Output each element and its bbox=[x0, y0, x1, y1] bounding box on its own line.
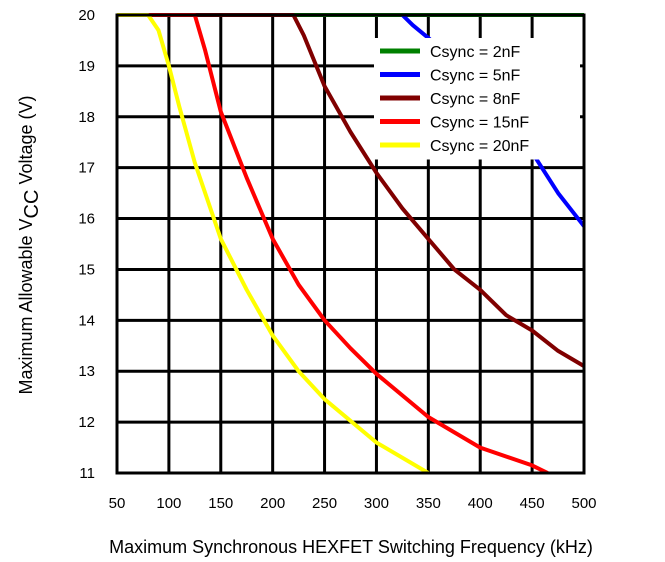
x-tick-label: 350 bbox=[416, 495, 441, 512]
y-axis-label-suffix: Voltage (V) bbox=[16, 95, 36, 189]
y-axis-label-prefix: Maximum Allowable V bbox=[16, 218, 36, 394]
legend: Csync = 2nF Csync = 5nF Csync = 8nF Csync =… bbox=[374, 38, 580, 160]
y-tick-label: 11 bbox=[79, 465, 95, 482]
x-tick-labels: 50 100 150 200 250 300 350 400 450 500 bbox=[109, 495, 597, 512]
x-tick-label: 250 bbox=[312, 495, 337, 512]
legend-label: Csync = 15nF bbox=[430, 115, 529, 132]
x-tick-label: 400 bbox=[468, 495, 493, 512]
plot-frame bbox=[115, 13, 586, 475]
x-tick-label: 300 bbox=[364, 495, 389, 512]
y-tick-label: 12 bbox=[78, 414, 95, 431]
y-tick-label: 18 bbox=[78, 109, 95, 126]
series-line bbox=[117, 13, 584, 368]
y-tick-label: 16 bbox=[78, 211, 95, 228]
y-tick-label: 14 bbox=[78, 312, 95, 329]
y-tick-label: 19 bbox=[78, 58, 95, 75]
x-tick-label: 100 bbox=[156, 495, 181, 512]
x-tick-label: 50 bbox=[109, 495, 126, 512]
y-axis-label-subscript: CC bbox=[21, 190, 43, 219]
x-tick-label: 150 bbox=[208, 495, 233, 512]
x-axis-label: Maximum Synchronous HEXFET Switching Fre… bbox=[109, 537, 593, 557]
x-tick-label: 500 bbox=[571, 495, 596, 512]
x-tick-label: 200 bbox=[260, 495, 285, 512]
y-tick-label: 15 bbox=[78, 261, 95, 278]
x-tick-label: 450 bbox=[520, 495, 545, 512]
legend-label: Csync = 2nF bbox=[430, 44, 520, 61]
legend-label: Csync = 5nF bbox=[430, 68, 520, 85]
series-line bbox=[117, 13, 430, 473]
series-line bbox=[117, 13, 549, 473]
y-tick-label: 17 bbox=[78, 160, 95, 177]
y-tick-label: 20 bbox=[78, 7, 95, 24]
legend-label: Csync = 8nF bbox=[430, 91, 520, 108]
legend-label: Csync = 20nF bbox=[430, 138, 529, 155]
y-axis-label: Maximum Allowable VCC Voltage (V) bbox=[16, 95, 43, 394]
y-tick-label: 13 bbox=[78, 363, 95, 380]
y-tick-labels: 11 12 13 14 15 16 17 18 19 20 bbox=[78, 7, 95, 482]
